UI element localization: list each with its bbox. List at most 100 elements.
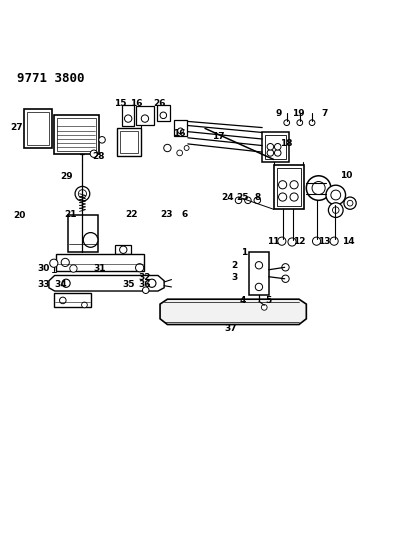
Circle shape: [90, 150, 97, 157]
Text: 34: 34: [55, 280, 67, 289]
Polygon shape: [160, 299, 306, 325]
Text: 26: 26: [153, 99, 165, 108]
Circle shape: [266, 143, 273, 150]
Circle shape: [119, 246, 127, 253]
Text: 18: 18: [279, 139, 292, 148]
Circle shape: [306, 176, 330, 200]
Text: 13: 13: [318, 238, 330, 246]
Circle shape: [343, 197, 355, 209]
Circle shape: [81, 302, 87, 308]
Text: 28: 28: [92, 152, 105, 161]
Bar: [27, 112, 49, 145]
Bar: [174, 120, 186, 136]
Text: 5: 5: [265, 295, 271, 304]
Circle shape: [261, 304, 266, 310]
Text: 25: 25: [236, 193, 248, 203]
Circle shape: [346, 200, 352, 206]
Text: 16: 16: [173, 129, 185, 138]
Circle shape: [59, 297, 66, 304]
Text: 16: 16: [130, 99, 142, 108]
Circle shape: [266, 150, 273, 156]
Text: 8: 8: [254, 193, 260, 203]
Circle shape: [312, 237, 320, 245]
Text: 21: 21: [64, 209, 76, 219]
Circle shape: [278, 193, 286, 201]
Circle shape: [287, 238, 295, 246]
Text: 4: 4: [239, 295, 245, 304]
Circle shape: [83, 232, 98, 247]
Text: 14: 14: [341, 238, 353, 246]
Bar: [68, 215, 97, 252]
Text: 9: 9: [275, 109, 281, 118]
Circle shape: [308, 120, 314, 126]
Bar: [156, 105, 169, 122]
Text: 33: 33: [37, 280, 50, 289]
Circle shape: [147, 279, 155, 287]
Circle shape: [283, 120, 289, 126]
Bar: [24, 109, 52, 148]
Circle shape: [99, 136, 105, 143]
Bar: [249, 252, 268, 295]
Text: 31: 31: [93, 264, 106, 273]
Bar: [117, 128, 141, 156]
Circle shape: [177, 128, 183, 134]
Text: 23: 23: [160, 209, 172, 219]
Circle shape: [244, 197, 251, 204]
Circle shape: [135, 264, 144, 272]
Bar: [262, 132, 288, 163]
Bar: [56, 118, 96, 151]
Circle shape: [289, 181, 297, 189]
Text: 1: 1: [241, 248, 247, 257]
Text: 20: 20: [13, 211, 25, 220]
Circle shape: [281, 264, 288, 271]
Circle shape: [330, 190, 340, 200]
Text: 12: 12: [292, 238, 304, 246]
Polygon shape: [49, 276, 164, 291]
Text: 7: 7: [320, 109, 327, 118]
Circle shape: [325, 185, 345, 205]
Text: 32: 32: [138, 273, 151, 282]
Circle shape: [332, 207, 338, 213]
Circle shape: [49, 259, 58, 268]
Bar: [115, 245, 131, 254]
Text: 35: 35: [121, 280, 134, 288]
Circle shape: [296, 120, 302, 126]
Text: 10: 10: [339, 171, 351, 180]
Text: 19: 19: [291, 109, 304, 118]
Bar: [273, 165, 303, 209]
Circle shape: [255, 283, 262, 290]
Text: 29: 29: [60, 172, 72, 181]
Circle shape: [277, 237, 285, 245]
Text: 15: 15: [113, 99, 126, 108]
Text: 9771 3800: 9771 3800: [17, 72, 84, 85]
Text: 11: 11: [267, 238, 279, 246]
Text: 36: 36: [138, 280, 151, 288]
Text: 24: 24: [221, 193, 234, 203]
Text: 3: 3: [231, 272, 237, 281]
Circle shape: [163, 144, 171, 152]
Circle shape: [124, 115, 132, 122]
Circle shape: [61, 259, 69, 266]
Bar: [120, 131, 138, 154]
Circle shape: [184, 146, 189, 150]
Circle shape: [160, 112, 166, 118]
Bar: [265, 134, 285, 159]
Circle shape: [78, 190, 86, 198]
Text: 27: 27: [10, 123, 22, 132]
Circle shape: [281, 275, 288, 282]
Circle shape: [278, 181, 286, 189]
Circle shape: [176, 150, 182, 156]
Circle shape: [62, 279, 70, 287]
Bar: [136, 106, 153, 125]
Circle shape: [70, 265, 77, 272]
Bar: [54, 293, 90, 308]
Circle shape: [274, 143, 280, 150]
Circle shape: [328, 203, 342, 217]
Circle shape: [141, 115, 148, 122]
Text: 6: 6: [181, 209, 187, 219]
Circle shape: [329, 237, 337, 245]
Circle shape: [235, 197, 241, 204]
Circle shape: [311, 182, 324, 195]
Bar: [122, 105, 134, 126]
Circle shape: [289, 193, 297, 201]
